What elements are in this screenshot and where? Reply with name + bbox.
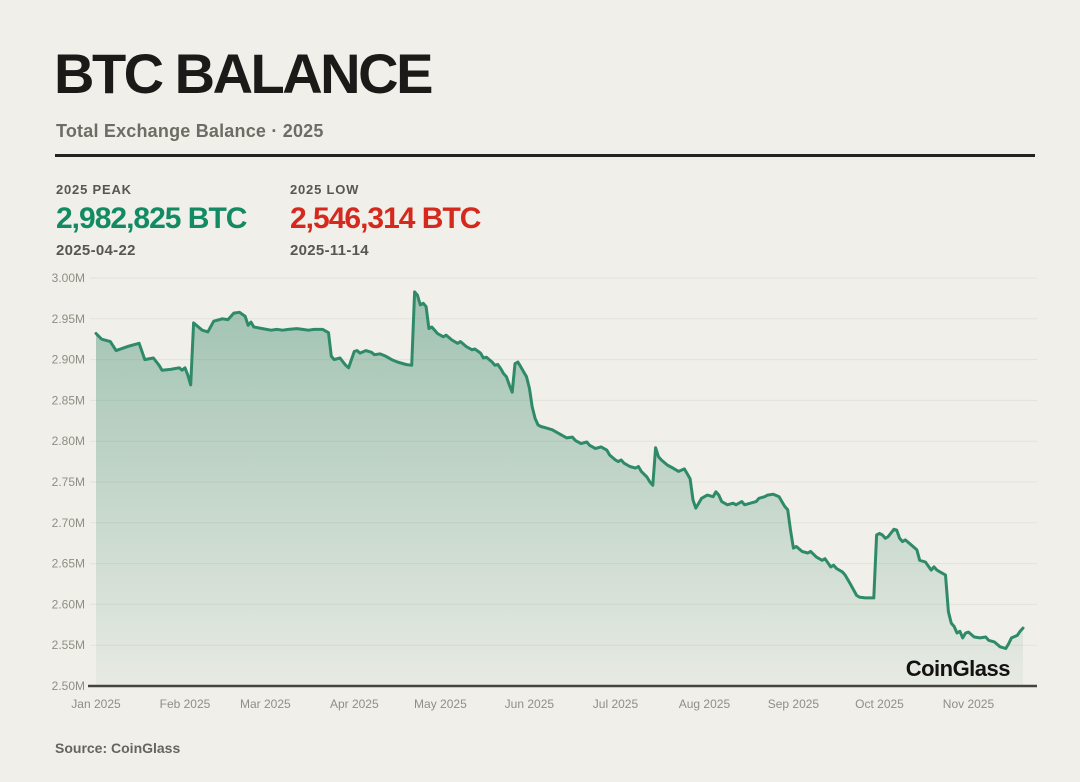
y-axis-tick-label: 2.55M — [52, 638, 85, 652]
page-subtitle: Total Exchange Balance · 2025 — [56, 121, 324, 141]
page-title: BTC BALANCE — [54, 42, 433, 105]
x-axis-tick-label: Jun 2025 — [505, 697, 555, 711]
low-stat: 2025 LOW 2,546,314 BTC 2025-11-14 — [290, 182, 481, 259]
peak-stat: 2025 PEAK 2,982,825 BTC 2025-04-22 — [56, 182, 247, 259]
y-axis-tick-label: 2.60M — [52, 597, 85, 611]
x-axis-tick-label: Oct 2025 — [855, 697, 904, 711]
y-axis-tick-label: 2.50M — [52, 679, 85, 693]
balance-line — [94, 290, 1025, 650]
y-axis-tick-label: 2.65M — [52, 557, 85, 571]
x-axis-tick-label: Jul 2025 — [593, 697, 639, 711]
x-axis-tick-label: Apr 2025 — [330, 697, 379, 711]
y-axis-tick-label: 2.80M — [52, 434, 85, 448]
y-axis-tick-label: 3.00M — [52, 271, 85, 285]
header-divider — [55, 154, 1035, 157]
x-axis-tick-label: Feb 2025 — [160, 697, 211, 711]
y-axis-tick-label: 2.70M — [52, 516, 85, 530]
x-axis-tick-label: Sep 2025 — [768, 697, 820, 711]
area-fill — [96, 291, 1023, 686]
y-axis-tick-label: 2.90M — [52, 353, 85, 367]
peak-stat-date: 2025-04-22 — [56, 242, 136, 259]
x-axis-tick-label: Jan 2025 — [71, 697, 121, 711]
peak-stat-label: 2025 PEAK — [56, 182, 132, 197]
x-axis-tick-label: Mar 2025 — [240, 697, 291, 711]
x-axis-tick-label: Aug 2025 — [679, 697, 731, 711]
source-credit: Source: CoinGlass — [55, 740, 181, 756]
y-axis-tick-label: 2.95M — [52, 312, 85, 326]
y-axis-tick-label: 2.75M — [52, 475, 85, 489]
low-stat-date: 2025-11-14 — [290, 242, 369, 259]
y-axis-tick-label: 2.85M — [52, 393, 85, 407]
low-stat-value: 2,546,314 BTC — [290, 202, 481, 235]
low-stat-label: 2025 LOW — [290, 182, 360, 197]
x-axis-tick-label: Nov 2025 — [943, 697, 995, 711]
x-axis-tick-label: May 2025 — [414, 697, 467, 711]
coinglass-wordmark: CoinGlass — [905, 656, 1011, 681]
peak-stat-value: 2,982,825 BTC — [56, 202, 247, 235]
